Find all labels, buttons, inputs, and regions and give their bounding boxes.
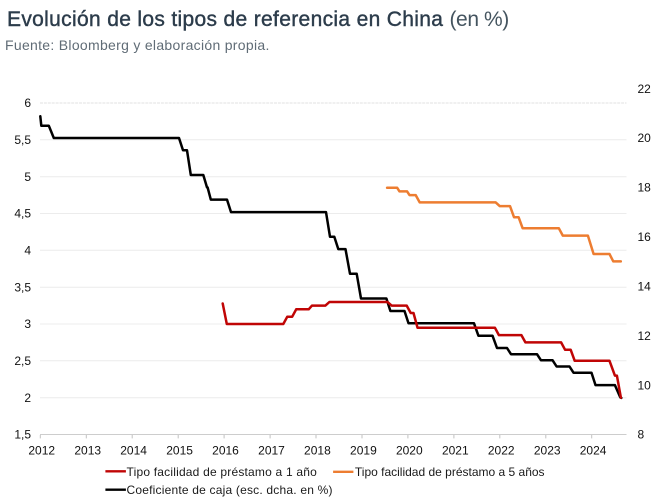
svg-text:2013: 2013: [74, 443, 101, 457]
svg-text:Coeficiente de caja (esc. dcha: Coeficiente de caja (esc. dcha. en %): [127, 483, 333, 497]
svg-text:20: 20: [638, 131, 652, 145]
svg-text:8: 8: [638, 428, 645, 442]
svg-text:18: 18: [638, 181, 652, 195]
svg-text:2021: 2021: [442, 443, 469, 457]
svg-text:Tipo facilidad de préstamo a 5: Tipo facilidad de préstamo a 5 años: [355, 465, 545, 479]
svg-text:10: 10: [638, 378, 652, 392]
svg-text:16: 16: [638, 230, 652, 244]
svg-text:2023: 2023: [534, 443, 561, 457]
svg-text:6: 6: [24, 96, 31, 110]
svg-text:2012: 2012: [28, 443, 55, 457]
svg-text:22: 22: [638, 82, 652, 96]
svg-text:2017: 2017: [258, 443, 285, 457]
svg-text:2022: 2022: [488, 443, 515, 457]
svg-text:5,5: 5,5: [14, 133, 31, 147]
svg-text:2015: 2015: [166, 443, 193, 457]
svg-text:12: 12: [638, 329, 652, 343]
svg-text:2020: 2020: [396, 443, 423, 457]
svg-text:2,5: 2,5: [14, 354, 31, 368]
svg-text:2019: 2019: [350, 443, 377, 457]
svg-text:4: 4: [24, 244, 31, 258]
svg-text:5: 5: [24, 170, 31, 184]
svg-text:2014: 2014: [120, 443, 147, 457]
svg-text:2: 2: [24, 391, 31, 405]
svg-text:3,5: 3,5: [14, 280, 31, 294]
svg-text:14: 14: [638, 279, 652, 293]
svg-text:1,5: 1,5: [14, 428, 31, 442]
svg-text:2024: 2024: [580, 443, 607, 457]
svg-text:Tipo facilidad de préstamo a 1: Tipo facilidad de préstamo a 1 año: [127, 465, 318, 479]
svg-text:4,5: 4,5: [14, 207, 31, 221]
svg-text:2018: 2018: [304, 443, 331, 457]
svg-text:3: 3: [24, 317, 31, 331]
svg-text:2016: 2016: [212, 443, 239, 457]
